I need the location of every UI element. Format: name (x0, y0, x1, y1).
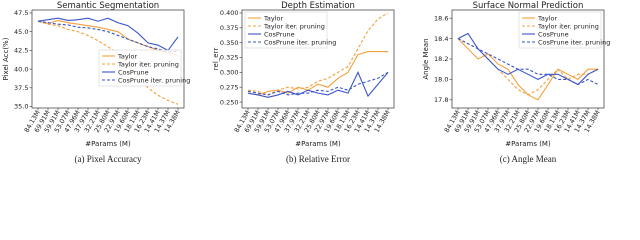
series-line (247, 12, 389, 96)
y-tick-label: 18.0 (434, 76, 448, 84)
y-tick-label: 47.5 (14, 9, 28, 17)
chart-title: Semantic Segmentation (57, 1, 159, 11)
series-line (457, 38, 599, 86)
y-tick-label: 0.275 (220, 83, 239, 91)
y-tick-label: 37.5 (14, 84, 28, 92)
legend-label: Taylor (537, 14, 558, 22)
legend-label: CosPrune iter. pruning (264, 38, 336, 46)
caption: (a) Pixel Accuracy (75, 154, 142, 164)
y-tick-label: 45.0 (14, 28, 28, 36)
y-tick-label: 40.0 (14, 65, 28, 73)
chart-title: Depth Estimation (281, 1, 355, 11)
legend-label: CosPrune (118, 68, 149, 76)
caption: (b) Relative Error (286, 154, 350, 164)
y-tick-label: 0.400 (220, 9, 239, 17)
y-tick-label: 0.375 (220, 24, 239, 32)
series-line (37, 20, 179, 53)
y-tick-label: 0.350 (220, 39, 239, 47)
legend-label: CosPrune (264, 30, 295, 38)
y-tick-label: 0.250 (220, 98, 239, 106)
x-axis-label: #Params (M) (505, 140, 551, 148)
series-line (247, 51, 388, 96)
legend-label: Taylor iter. pruning (117, 60, 179, 68)
legend-label: CosPrune (538, 30, 569, 38)
figure: Semantic Segmentation Pixel Acc(%) #Params… (2, 1, 610, 164)
series-line (37, 17, 179, 52)
x-axis-label: #Params (M) (85, 140, 131, 148)
y-tick-label: 42.5 (14, 47, 28, 55)
y-tick-label: 35.0 (14, 103, 28, 111)
y-tick-label: 17.8 (434, 96, 448, 104)
legend-label: Taylor iter. pruning (537, 22, 599, 30)
x-axis-label: #Params (M) (295, 140, 341, 148)
legend-label: CosPrune iter. pruning (538, 38, 610, 46)
y-tick-label: 0.300 (220, 69, 239, 77)
legend-label: CosPrune iter. pruning (118, 76, 190, 84)
series-line (247, 71, 389, 98)
chart-title: Surface Normal Prediction (473, 1, 584, 11)
y-axis-label: Pixel Acc(%) (2, 37, 10, 80)
y-axis-label: rel_err (212, 48, 220, 71)
y-tick-label: 18.2 (434, 55, 448, 63)
series-line (37, 20, 179, 105)
legend-label: Taylor iter. pruning (263, 22, 325, 30)
y-tick-label: 0.325 (220, 54, 239, 62)
legend-label: Taylor (263, 14, 284, 22)
y-tick-label: 18.6 (434, 14, 448, 22)
legend-label: Taylor (117, 52, 138, 60)
series-line (247, 71, 389, 96)
y-axis-label: Angle Mean (422, 38, 430, 79)
caption: (c) Angle Mean (500, 154, 557, 164)
y-tick-label: 18.4 (434, 35, 448, 43)
series-line (37, 19, 179, 57)
